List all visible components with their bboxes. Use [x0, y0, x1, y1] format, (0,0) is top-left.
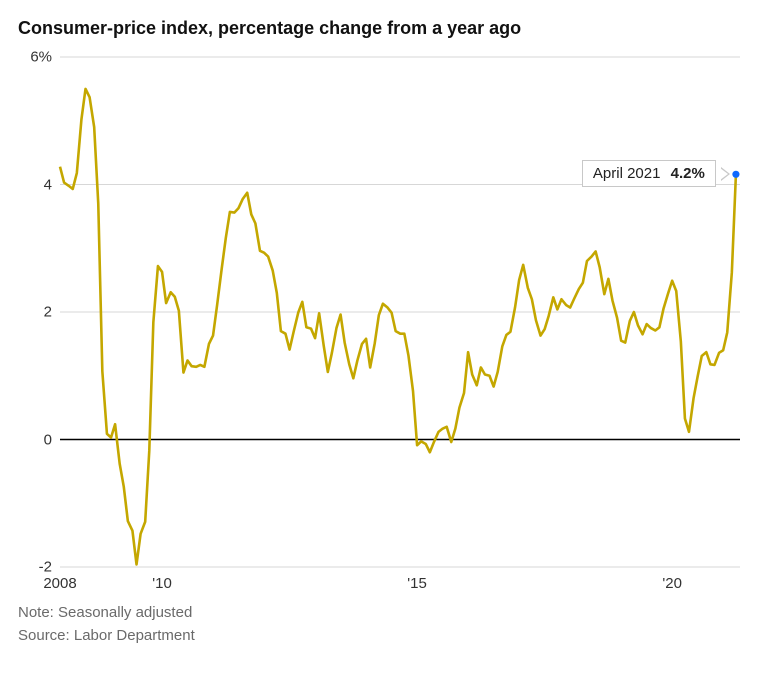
- y-tick-label: 4: [20, 176, 52, 193]
- x-tick-label: 2008: [43, 575, 76, 592]
- callout-value: 4.2%: [671, 165, 705, 182]
- x-tick-label: '20: [662, 575, 682, 592]
- y-tick-label: 2: [20, 304, 52, 321]
- chart-container: Consumer-price index, percentage change …: [0, 0, 763, 682]
- chart-footer: Note: Seasonally adjusted Source: Labor …: [18, 602, 743, 647]
- x-tick-label: '10: [152, 575, 172, 592]
- y-tick-label: -2: [20, 559, 52, 576]
- y-tick-label: 6%: [20, 49, 52, 66]
- chart-title: Consumer-price index, percentage change …: [18, 18, 743, 39]
- chart-area: -2 0 2 4 6% 2008 '10 '15 '20 April 2021 4.2%: [20, 49, 740, 594]
- x-tick-label: '15: [407, 575, 427, 592]
- y-tick-label: 0: [20, 431, 52, 448]
- callout-label: April 2021: [593, 165, 661, 182]
- callout-tail: [721, 167, 730, 181]
- note-text: Note: Seasonally adjusted: [18, 602, 743, 625]
- source-text: Source: Labor Department: [18, 625, 743, 648]
- callout-box: April 2021 4.2%: [582, 160, 716, 187]
- chart-svg: [20, 49, 740, 571]
